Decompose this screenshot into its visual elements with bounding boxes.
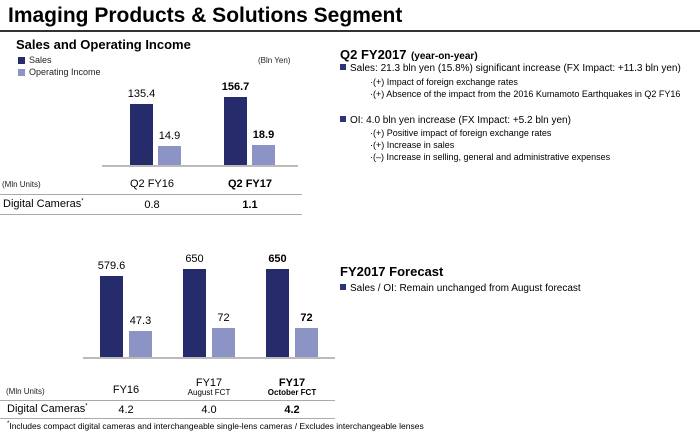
chart1-category: Q2 FY17 bbox=[227, 178, 273, 190]
category-sublabel: August FCT bbox=[187, 388, 231, 398]
q2-oi-bullet: OI: 4.0 bln yen increase (FX Impact: +5.… bbox=[340, 114, 571, 127]
footnote: *Includes compact digital cameras and in… bbox=[7, 421, 424, 431]
chart1-title: Sales and Operating Income bbox=[16, 37, 191, 52]
legend-swatch-sales bbox=[18, 56, 25, 64]
table2-value: 4.2 bbox=[118, 404, 134, 416]
category-sublabel: October FCT bbox=[267, 388, 317, 398]
category-label: FY16 bbox=[112, 384, 140, 396]
category-label: FY17 bbox=[195, 377, 223, 389]
q2-sales-item: ·(+) Impact of foreign exchange rates bbox=[370, 77, 518, 87]
oi-value-label: 14.9 bbox=[158, 129, 181, 142]
category-label: FY17 bbox=[278, 377, 306, 389]
q2-heading-suffix: (year-on-year) bbox=[410, 51, 478, 62]
table1-row-label: Digital Cameras* bbox=[3, 198, 84, 210]
oi-bar bbox=[129, 330, 152, 358]
row-label-text: Digital Cameras bbox=[7, 403, 86, 415]
footnote-text: Includes compact digital cameras and int… bbox=[9, 421, 424, 431]
sales-value-label: 135.4 bbox=[127, 87, 156, 100]
table1-rule bbox=[0, 214, 302, 215]
legend-sales: Sales bbox=[18, 55, 52, 65]
legend-swatch-oi bbox=[18, 68, 25, 76]
q2-heading: Q2 FY2017 (year-on-year) bbox=[340, 46, 478, 64]
table2-value: 4.2 bbox=[284, 404, 300, 416]
chart1-category: Q2 FY16 bbox=[129, 178, 175, 190]
oi-bar bbox=[212, 328, 235, 358]
oi-bar bbox=[158, 145, 181, 166]
title-divider bbox=[0, 30, 700, 32]
table1-unit: (Mln Units) bbox=[2, 180, 41, 189]
chart1-baseline bbox=[102, 165, 298, 167]
sales-value-label: 650 bbox=[185, 253, 204, 266]
sales-bar bbox=[266, 269, 289, 358]
table1-value: 1.1 bbox=[242, 199, 258, 211]
table1-value: 0.8 bbox=[144, 199, 160, 211]
oi-value-label: 47.3 bbox=[129, 314, 152, 327]
sales-value-label: 156.7 bbox=[221, 80, 250, 93]
q2-sales-item: ·(+) Absence of the impact from the 2016… bbox=[370, 89, 681, 99]
sales-bar bbox=[183, 269, 206, 358]
sales-value-label: 579.6 bbox=[97, 260, 126, 273]
forecast-bullet: Sales / OI: Remain unchanged from August… bbox=[340, 282, 581, 295]
legend-label: Operating Income bbox=[29, 67, 101, 77]
chart1-unit: (Bln Yen) bbox=[258, 56, 291, 65]
table2-value: 4.0 bbox=[201, 404, 217, 416]
chart2-category: FY17 August FCT bbox=[159, 377, 259, 398]
q2-heading-text: Q2 FY2017 bbox=[340, 47, 407, 62]
forecast-heading: FY2017 Forecast bbox=[340, 264, 444, 279]
q2-oi-item: ·(–) Increase in selling, general and ad… bbox=[370, 152, 611, 162]
chart2-category: FY16 bbox=[76, 384, 176, 396]
q2-oi-item: ·(+) Positive impact of foreign exchange… bbox=[370, 128, 552, 138]
page-title: Imaging Products & Solutions Segment bbox=[8, 4, 403, 27]
table2-row-label: Digital Cameras* bbox=[7, 403, 88, 415]
legend-oi: Operating Income bbox=[18, 67, 101, 77]
footnote-marker: * bbox=[7, 421, 10, 428]
table2-unit: (Mln Units) bbox=[6, 387, 45, 396]
chart2-baseline bbox=[83, 357, 335, 359]
legend-label: Sales bbox=[29, 55, 52, 65]
q2-oi-item: ·(+) Increase in sales bbox=[370, 140, 455, 150]
footnote-marker: * bbox=[81, 198, 84, 205]
table2-rule bbox=[0, 418, 335, 419]
oi-value-label: 18.9 bbox=[252, 128, 275, 141]
q2-sales-bullet: Sales: 21.3 bln yen (15.8%) significant … bbox=[340, 62, 681, 75]
chart2-category: FY17 October FCT bbox=[242, 377, 342, 398]
row-label-text: Digital Cameras bbox=[3, 198, 82, 210]
footnote-marker: * bbox=[85, 403, 88, 410]
oi-value-label: 72 bbox=[217, 312, 230, 325]
oi-bar bbox=[252, 144, 275, 166]
oi-value-label: 72 bbox=[300, 312, 313, 325]
sales-value-label: 650 bbox=[268, 253, 287, 266]
table2-rule bbox=[0, 400, 335, 401]
sales-bar bbox=[130, 103, 153, 166]
oi-bar bbox=[295, 328, 318, 358]
sales-bar bbox=[224, 96, 247, 166]
table1-rule bbox=[0, 194, 302, 195]
sales-bar bbox=[100, 276, 123, 358]
